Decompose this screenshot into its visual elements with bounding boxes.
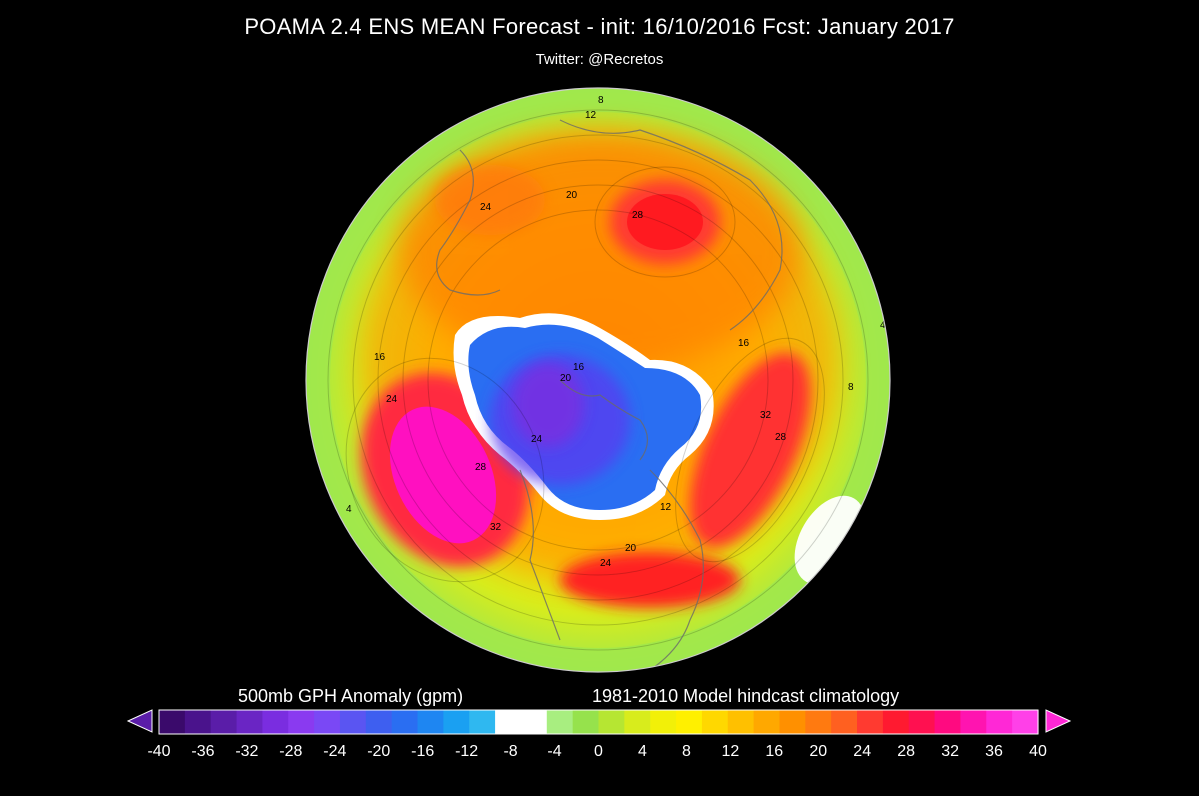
contour-label: 28 bbox=[632, 210, 644, 221]
colorbar-tick-label: 28 bbox=[897, 743, 915, 760]
colorbar-cell bbox=[727, 710, 755, 734]
colorbar-cell bbox=[1012, 710, 1039, 734]
colorbar-right-label: 1981-2010 Model hindcast climatology bbox=[592, 686, 900, 706]
colorbar-tick-label: 40 bbox=[1029, 743, 1047, 760]
contour-label: 4 bbox=[880, 320, 886, 331]
colorbar-cell bbox=[314, 710, 341, 734]
contour-label: 20 bbox=[625, 543, 637, 554]
colorbar-left-label: 500mb GPH Anomaly (gpm) bbox=[238, 686, 464, 706]
colorbar-tick-label: 4 bbox=[638, 743, 647, 760]
colorbar-cell bbox=[857, 710, 884, 734]
contour-label: 16 bbox=[738, 338, 750, 349]
contour-label: 32 bbox=[490, 522, 502, 533]
contour-label: 28 bbox=[475, 462, 487, 473]
colorbar-cell bbox=[339, 710, 367, 734]
colorbar-cell bbox=[572, 710, 600, 734]
colorbar-cell bbox=[624, 710, 651, 734]
colorbar-tick-label: -12 bbox=[455, 743, 478, 760]
colorbar-cell bbox=[598, 710, 625, 734]
colorbar-tick-label: 12 bbox=[721, 743, 739, 760]
contour-label: 8 bbox=[848, 382, 854, 393]
colorbar-tick-label: -20 bbox=[367, 743, 390, 760]
colorbar-tick-label: 20 bbox=[809, 743, 827, 760]
colorbar-max-arrow bbox=[1045, 709, 1072, 733]
contour-label: 20 bbox=[566, 190, 578, 201]
contour-label: 24 bbox=[480, 202, 492, 213]
colorbar-cell bbox=[986, 710, 1013, 734]
contour-label: 32 bbox=[760, 410, 772, 421]
colorbar-cell bbox=[520, 710, 548, 734]
colorbar-tick-label: 36 bbox=[985, 743, 1003, 760]
colorbar-tick-label: -32 bbox=[235, 743, 258, 760]
colorbar-min-arrow bbox=[126, 709, 153, 733]
colorbar-cell bbox=[288, 710, 315, 734]
contour-label: 28 bbox=[775, 432, 787, 443]
contour-label: 24 bbox=[600, 558, 612, 569]
colorbar-cell bbox=[882, 710, 910, 734]
colorbar-cell bbox=[701, 710, 729, 734]
colorbar-cell bbox=[779, 710, 806, 734]
colorbar-tick-label: -16 bbox=[411, 743, 434, 760]
colorbar-tick-label: 32 bbox=[941, 743, 959, 760]
colorbar-cell bbox=[831, 710, 858, 734]
colorbar-cell bbox=[908, 710, 936, 734]
colorbar-cell bbox=[236, 710, 264, 734]
colorbar-cell bbox=[391, 710, 419, 734]
colorbar-cell bbox=[676, 710, 703, 734]
contour-label: 8 bbox=[598, 95, 604, 106]
contour-label: 20 bbox=[560, 373, 572, 384]
chart-title: POAMA 2.4 ENS MEAN Forecast - init: 16/1… bbox=[244, 14, 955, 39]
colorbar-cell bbox=[650, 710, 677, 734]
colorbar-cell bbox=[417, 710, 444, 734]
contour-label: 24 bbox=[531, 434, 543, 445]
colorbar-tick-label: -24 bbox=[323, 743, 346, 760]
colorbar-tick-label: -40 bbox=[147, 743, 170, 760]
colorbar-cell bbox=[184, 710, 212, 734]
colorbar-cell bbox=[210, 710, 238, 734]
contour-label: 4 bbox=[346, 504, 352, 515]
colorbar-tick-label: -36 bbox=[191, 743, 214, 760]
colorbar-cell bbox=[365, 710, 393, 734]
colorbar-cell bbox=[805, 710, 832, 734]
colorbar-tick-label: 24 bbox=[853, 743, 871, 760]
colorbar-tick-label: 0 bbox=[594, 743, 603, 760]
colorbar-cell bbox=[469, 710, 496, 734]
contour-label: 12 bbox=[585, 110, 597, 121]
colorbar-tick-label: -4 bbox=[547, 743, 561, 760]
colorbar-cell bbox=[262, 710, 289, 734]
colorbar-cell bbox=[753, 710, 781, 734]
contour-label: 16 bbox=[573, 362, 585, 373]
colorbar-cell bbox=[546, 710, 574, 734]
chart-subtitle: Twitter: @Recretos bbox=[535, 51, 664, 68]
contour-label: 16 bbox=[374, 352, 386, 363]
contour-label: 12 bbox=[660, 502, 672, 513]
colorbar-tick-label: -28 bbox=[279, 743, 302, 760]
contour-label: 24 bbox=[386, 394, 398, 405]
colorbar-tick-label: -8 bbox=[503, 743, 517, 760]
colorbar-cell bbox=[495, 710, 522, 734]
colorbar-cell bbox=[960, 710, 987, 734]
colorbar-cell bbox=[934, 710, 962, 734]
colorbar-cell bbox=[159, 710, 186, 734]
colorbar-tick-label: 16 bbox=[765, 743, 783, 760]
colorbar-cell bbox=[443, 710, 470, 734]
colorbar-tick-label: 8 bbox=[682, 743, 691, 760]
anomaly-field: 8 12 20 24 28 4 16 24 4 16 20 24 28 32 2… bbox=[306, 88, 890, 672]
